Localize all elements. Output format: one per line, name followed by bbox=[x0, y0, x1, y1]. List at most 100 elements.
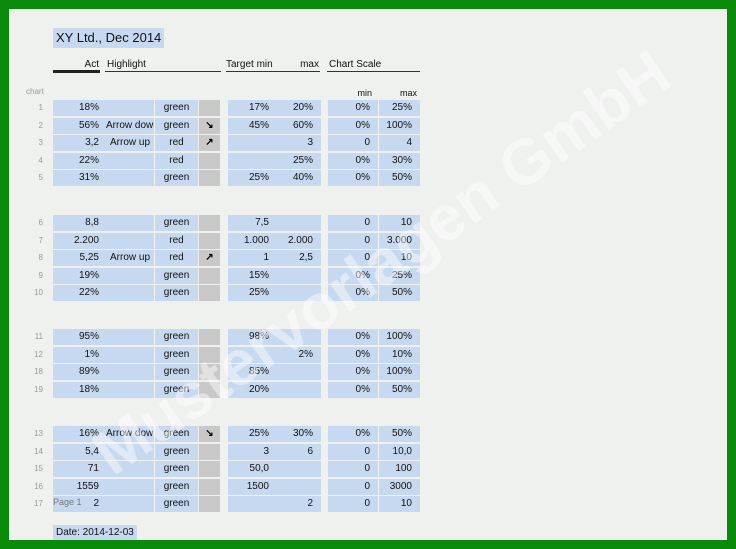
target-min-cell[interactable]: 25% bbox=[228, 170, 277, 187]
act-cell[interactable]: 19% bbox=[53, 267, 107, 284]
highlight-cell[interactable] bbox=[106, 364, 154, 381]
target-max-cell[interactable] bbox=[277, 267, 321, 284]
arrow-cell[interactable]: ↗ bbox=[199, 135, 220, 152]
scale-max-cell[interactable]: 25% bbox=[379, 267, 420, 284]
arrow-cell[interactable]: ↘ bbox=[199, 117, 220, 134]
target-min-cell[interactable]: 98% bbox=[228, 329, 277, 345]
arrow-cell[interactable] bbox=[199, 346, 220, 363]
highlight-cell[interactable] bbox=[106, 285, 154, 302]
arrow-cell[interactable] bbox=[199, 329, 220, 345]
arrow-cell[interactable] bbox=[199, 285, 220, 302]
color-cell[interactable]: green bbox=[155, 461, 198, 478]
target-min-cell[interactable] bbox=[228, 496, 277, 513]
color-cell[interactable]: green bbox=[155, 478, 198, 495]
highlight-cell[interactable]: Arrow down bbox=[106, 117, 154, 134]
arrow-cell[interactable] bbox=[199, 364, 220, 381]
target-max-cell[interactable]: 6 bbox=[277, 443, 321, 460]
scale-min-cell[interactable]: 0 bbox=[328, 461, 378, 478]
scale-min-cell[interactable]: 0 bbox=[328, 250, 378, 267]
act-cell[interactable]: 1559 bbox=[53, 478, 107, 495]
color-cell[interactable]: green bbox=[155, 496, 198, 513]
color-cell[interactable]: green bbox=[155, 100, 198, 116]
scale-max-cell[interactable]: 100% bbox=[379, 117, 420, 134]
act-cell[interactable]: 1% bbox=[53, 346, 107, 363]
scale-min-cell[interactable]: 0% bbox=[328, 381, 378, 398]
scale-max-cell[interactable]: 10 bbox=[379, 250, 420, 267]
scale-min-cell[interactable]: 0 bbox=[328, 478, 378, 495]
scale-max-cell[interactable]: 50% bbox=[379, 170, 420, 187]
arrow-cell[interactable]: ↘ bbox=[199, 426, 220, 442]
target-min-cell[interactable]: 25% bbox=[228, 285, 277, 302]
target-min-cell[interactable]: 1.000 bbox=[228, 232, 277, 249]
color-cell[interactable]: red bbox=[155, 250, 198, 267]
scale-min-cell[interactable]: 0% bbox=[328, 346, 378, 363]
target-max-cell[interactable]: 20% bbox=[277, 100, 321, 116]
scale-max-cell[interactable]: 25% bbox=[379, 100, 420, 116]
target-min-cell[interactable] bbox=[228, 346, 277, 363]
scale-min-cell[interactable]: 0% bbox=[328, 285, 378, 302]
color-cell[interactable]: green bbox=[155, 285, 198, 302]
arrow-cell[interactable] bbox=[199, 478, 220, 495]
target-max-cell[interactable] bbox=[277, 364, 321, 381]
scale-max-cell[interactable]: 100% bbox=[379, 329, 420, 345]
highlight-cell[interactable] bbox=[106, 267, 154, 284]
arrow-cell[interactable] bbox=[199, 443, 220, 460]
act-cell[interactable]: 8,8 bbox=[53, 215, 107, 231]
target-max-cell[interactable]: 25% bbox=[277, 152, 321, 169]
target-min-cell[interactable]: 25% bbox=[228, 426, 277, 442]
scale-max-cell[interactable]: 100% bbox=[379, 364, 420, 381]
scale-max-cell[interactable]: 4 bbox=[379, 135, 420, 152]
report-title[interactable]: XY Ltd., Dec 2014 bbox=[53, 28, 165, 48]
color-cell[interactable]: green bbox=[155, 381, 198, 398]
arrow-cell[interactable] bbox=[199, 100, 220, 116]
scale-max-cell[interactable]: 100 bbox=[379, 461, 420, 478]
highlight-cell[interactable] bbox=[106, 478, 154, 495]
scale-min-cell[interactable]: 0% bbox=[328, 100, 378, 116]
highlight-cell[interactable] bbox=[106, 346, 154, 363]
target-min-cell[interactable]: 1500 bbox=[228, 478, 277, 495]
highlight-cell[interactable] bbox=[106, 215, 154, 231]
arrow-cell[interactable] bbox=[199, 267, 220, 284]
scale-min-cell[interactable]: 0% bbox=[328, 170, 378, 187]
highlight-cell[interactable] bbox=[106, 100, 154, 116]
act-cell[interactable]: 2.200 bbox=[53, 232, 107, 249]
color-cell[interactable]: green bbox=[155, 215, 198, 231]
act-cell[interactable]: 56% bbox=[53, 117, 107, 134]
act-cell[interactable]: 89% bbox=[53, 364, 107, 381]
arrow-cell[interactable] bbox=[199, 170, 220, 187]
act-cell[interactable]: 2 bbox=[53, 496, 107, 513]
target-max-cell[interactable] bbox=[277, 461, 321, 478]
target-max-cell[interactable]: 60% bbox=[277, 117, 321, 134]
target-min-cell[interactable]: 20% bbox=[228, 381, 277, 398]
report-date[interactable]: Date: 2014-12-03 bbox=[53, 525, 137, 540]
scale-min-cell[interactable]: 0% bbox=[328, 364, 378, 381]
scale-max-cell[interactable]: 10 bbox=[379, 496, 420, 513]
scale-min-cell[interactable]: 0 bbox=[328, 215, 378, 231]
scale-max-cell[interactable]: 10,0 bbox=[379, 443, 420, 460]
act-cell[interactable]: 31% bbox=[53, 170, 107, 187]
target-min-cell[interactable]: 1 bbox=[228, 250, 277, 267]
scale-max-cell[interactable]: 3000 bbox=[379, 478, 420, 495]
scale-min-cell[interactable]: 0% bbox=[328, 426, 378, 442]
scale-max-cell[interactable]: 50% bbox=[379, 285, 420, 302]
target-max-cell[interactable] bbox=[277, 381, 321, 398]
scale-min-cell[interactable]: 0% bbox=[328, 329, 378, 345]
color-cell[interactable]: green bbox=[155, 329, 198, 345]
scale-max-cell[interactable]: 10% bbox=[379, 346, 420, 363]
highlight-cell[interactable] bbox=[106, 443, 154, 460]
target-min-cell[interactable]: 7,5 bbox=[228, 215, 277, 231]
scale-max-cell[interactable]: 50% bbox=[379, 381, 420, 398]
arrow-cell[interactable] bbox=[199, 461, 220, 478]
target-max-cell[interactable] bbox=[277, 478, 321, 495]
target-min-cell[interactable]: 3 bbox=[228, 443, 277, 460]
highlight-cell[interactable]: Arrow up bbox=[106, 135, 154, 152]
scale-min-cell[interactable]: 0% bbox=[328, 117, 378, 134]
scale-max-cell[interactable]: 3.000 bbox=[379, 232, 420, 249]
scale-max-cell[interactable]: 10 bbox=[379, 215, 420, 231]
color-cell[interactable]: green bbox=[155, 170, 198, 187]
arrow-cell[interactable] bbox=[199, 215, 220, 231]
target-max-cell[interactable]: 30% bbox=[277, 426, 321, 442]
target-min-cell[interactable] bbox=[228, 152, 277, 169]
target-max-cell[interactable] bbox=[277, 285, 321, 302]
highlight-cell[interactable] bbox=[106, 170, 154, 187]
